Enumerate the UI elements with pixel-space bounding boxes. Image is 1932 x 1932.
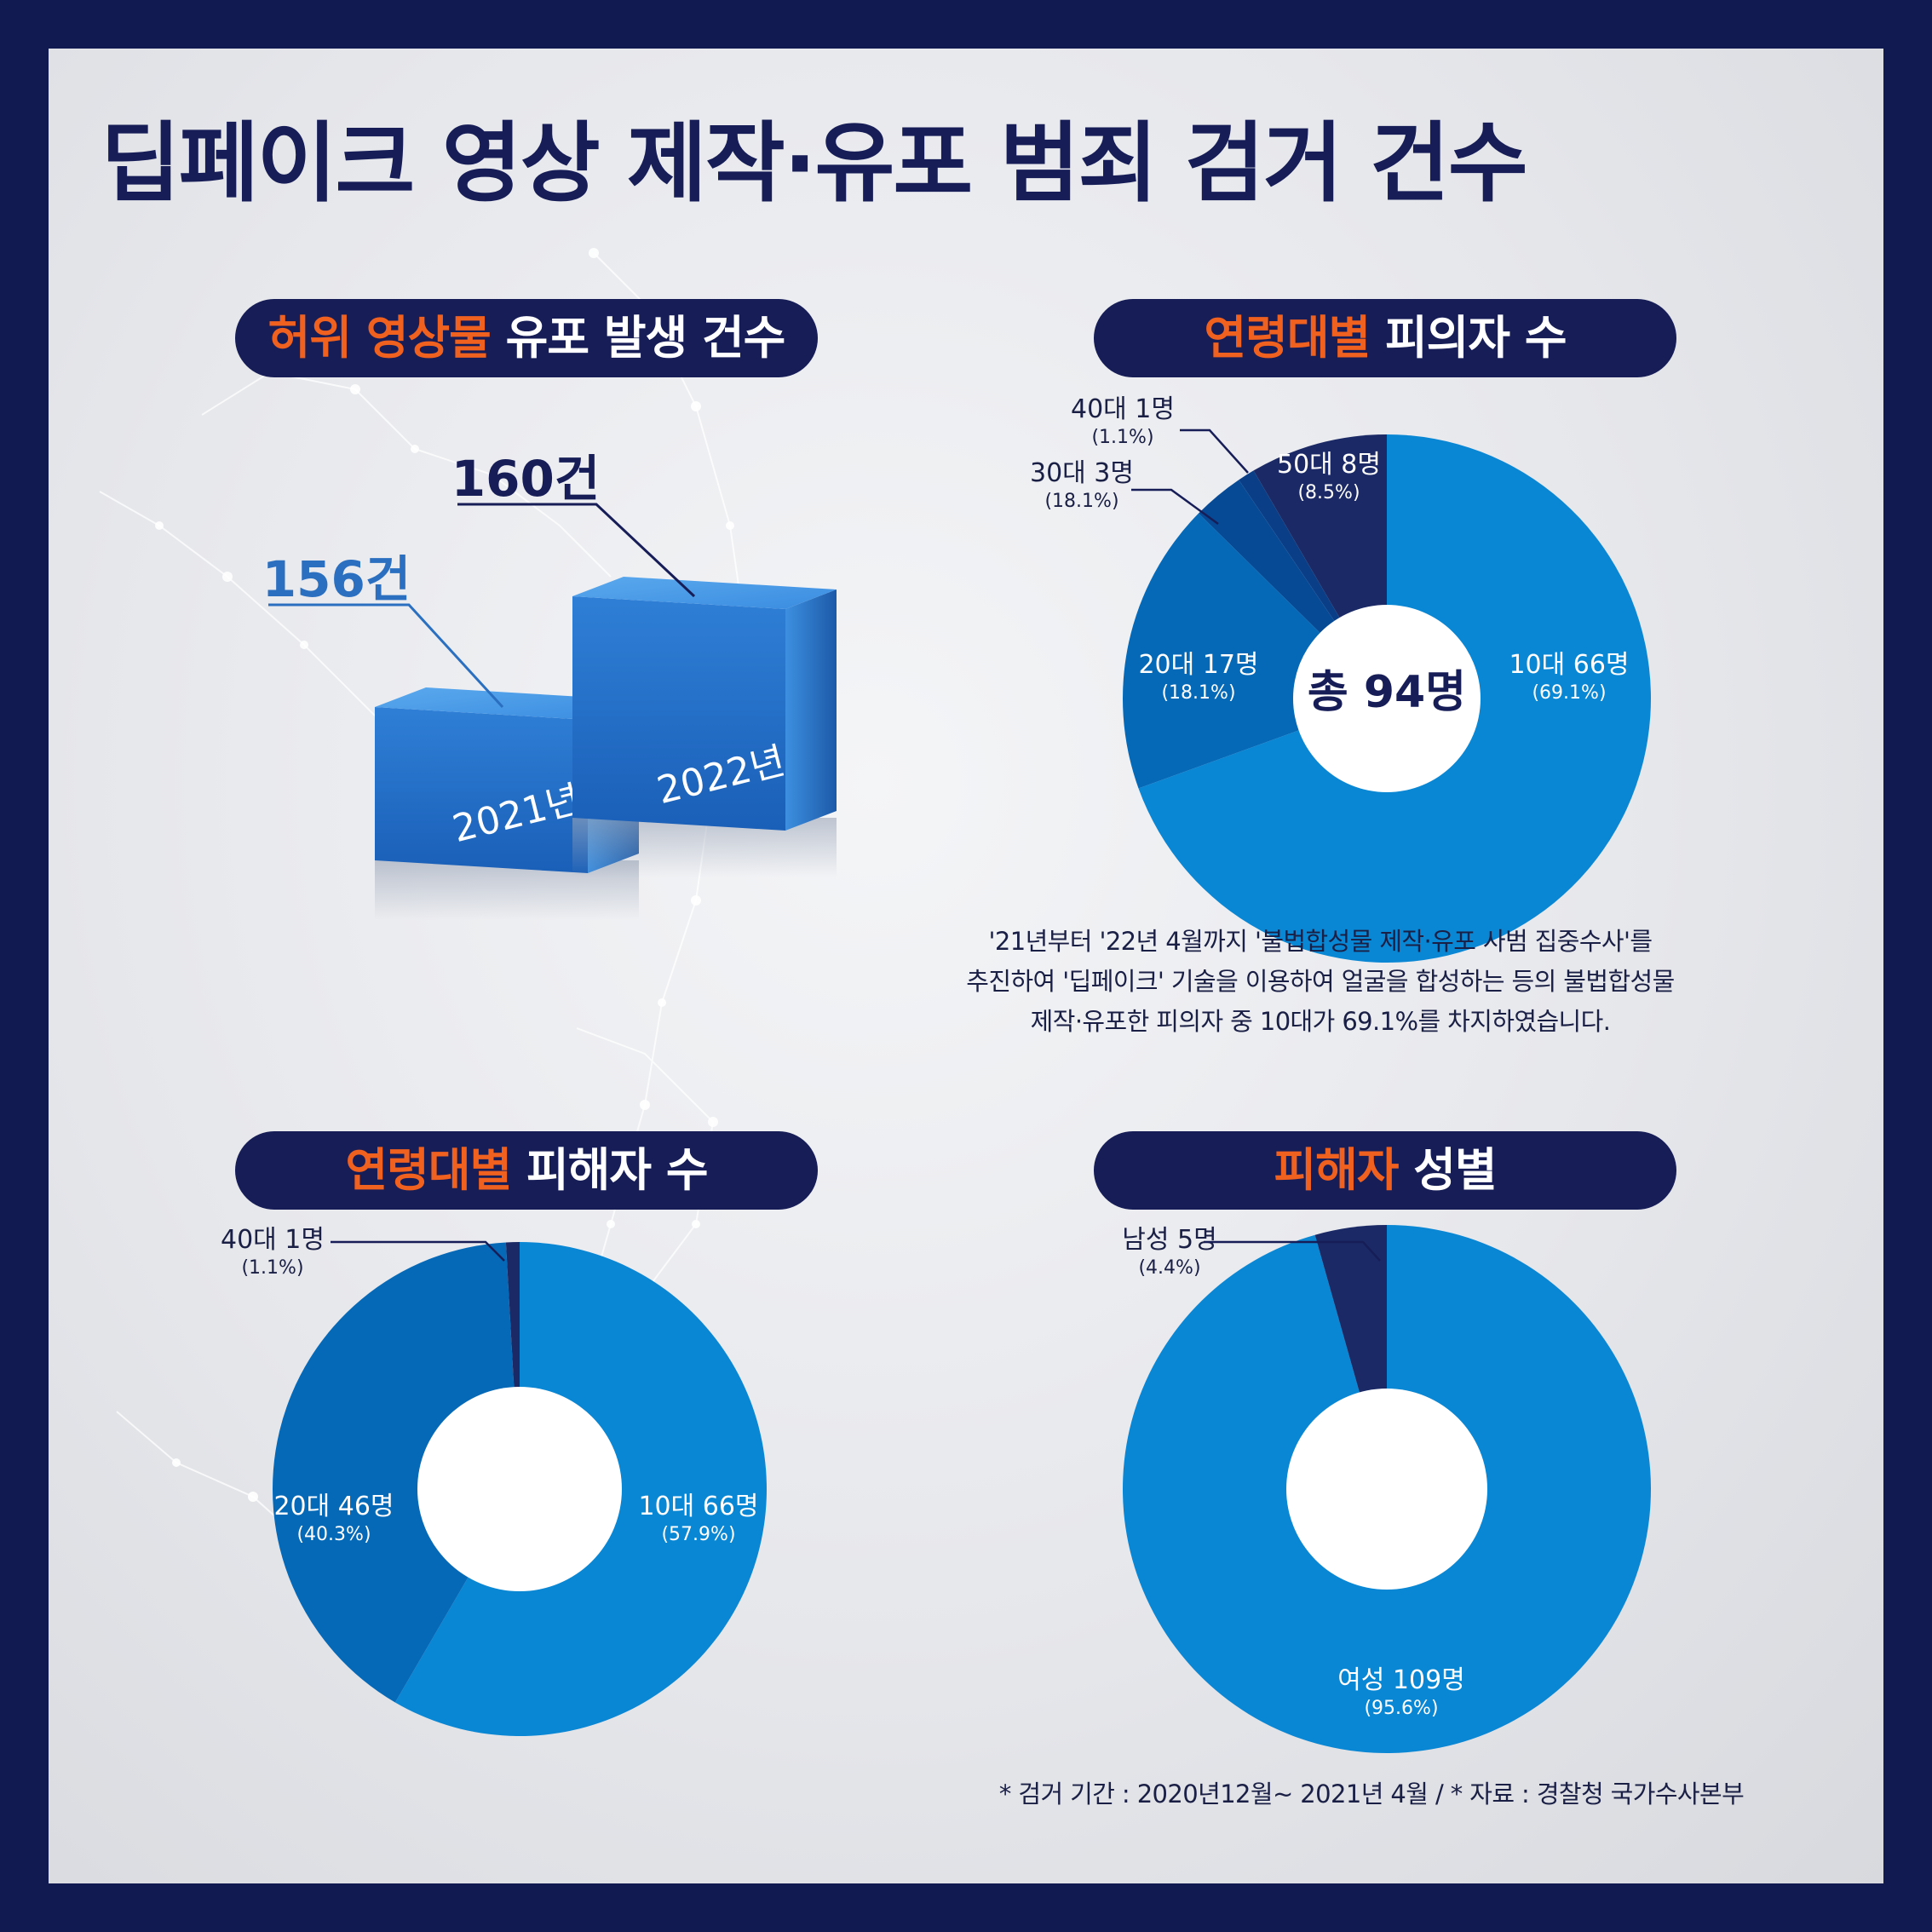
slice-label: 40대 1명 (221, 1225, 325, 1255)
slice-label: 10대 66명 (1509, 650, 1629, 680)
slice-label: 20대 46명 (273, 1492, 394, 1521)
page-title: 딥페이크 영상 제작·유포 범죄 검거 건수 (101, 113, 1528, 215)
slice-label: 30대 3명 (1030, 458, 1134, 488)
section-header-victim-age: 연령대별 피해자 수 (235, 1131, 818, 1210)
pie-slice (273, 1242, 520, 1703)
section-header-text: 피해자 수 (511, 1143, 709, 1197)
slice-label: 남성 5명 (1122, 1225, 1216, 1255)
donut-chart-suspect-age (1123, 434, 1652, 963)
summary-note: '21년부터 '22년 4월까지 '불법합성물 제작·유포 사범 집중수사'를 … (894, 922, 1746, 1042)
slice-percent-label: (18.1%) (1161, 682, 1235, 704)
note-line-1: '21년부터 '22년 4월까지 '불법합성물 제작·유포 사범 집중수사'를 (988, 927, 1653, 956)
slice-percent-label: (1.1%) (1091, 427, 1153, 448)
slice-percent-label: (40.3%) (296, 1524, 371, 1545)
slice-percent-label: (69.1%) (1532, 682, 1606, 704)
section-header-highlight: 연령대별 (1204, 311, 1371, 365)
slice-leader-line (1131, 488, 1219, 526)
slice-label: 40대 1명 (1071, 394, 1175, 424)
slice-percent-label: (57.9%) (661, 1524, 735, 1545)
slice-label: 50대 8명 (1277, 450, 1381, 480)
slice-leader-line (1204, 1240, 1381, 1262)
donut-chart-victim-age (273, 1242, 767, 1736)
chart-labels: 10대 66명(69.1%)20대 17명(18.1%)30대 3명(18.1%… (221, 394, 1630, 1719)
donut-hole (1293, 605, 1481, 792)
donut-hole (417, 1387, 622, 1591)
section-header-highlight: 연령대별 (345, 1143, 512, 1197)
note-line-2: 추진하여 '딥페이크' 기술을 이용하여 얼굴을 합성하는 등의 불법합성물 (966, 967, 1675, 996)
slice-label: 10대 66명 (638, 1492, 758, 1521)
slice-label: 여성 109명 (1337, 1665, 1465, 1695)
donut-chart-victim-gender (1123, 1225, 1652, 1753)
section-header-text: 유포 발생 건수 (490, 311, 786, 365)
donut-center-total: 총 94명 (1308, 667, 1466, 718)
donut-hole (1286, 1389, 1487, 1590)
slice-percent-label: (18.1%) (1044, 491, 1118, 512)
slice-leader-line (1180, 428, 1249, 474)
section-header-text: 피의자 수 (1370, 311, 1567, 365)
section-header-victim-gender: 피해자 성별 (1094, 1131, 1676, 1210)
slice-label: 20대 17명 (1138, 650, 1258, 680)
slice-percent-label: (1.1%) (241, 1257, 303, 1279)
slice-percent-label: (4.4%) (1138, 1257, 1200, 1279)
section-header-highlight: 피해자 (1274, 1143, 1399, 1197)
section-header-text: 성별 (1398, 1143, 1497, 1197)
slice-percent-label: (8.5%) (1297, 482, 1360, 503)
section-header-fake-video: 허위 영상물 유포 발생 건수 (235, 299, 818, 377)
slice-leader-line (331, 1240, 505, 1262)
section-header-highlight: 허위 영상물 (267, 311, 492, 365)
note-line-3: 제작·유포한 피의자 중 10대가 69.1%를 차지하였습니다. (1030, 1007, 1611, 1036)
source-footer: * 검거 기간 : 2020년12월~ 2021년 4월 / * 자료 : 경찰… (998, 1780, 1745, 1808)
section-header-suspect-age: 연령대별 피의자 수 (1094, 299, 1676, 377)
slice-percent-label: (95.6%) (1364, 1698, 1438, 1719)
